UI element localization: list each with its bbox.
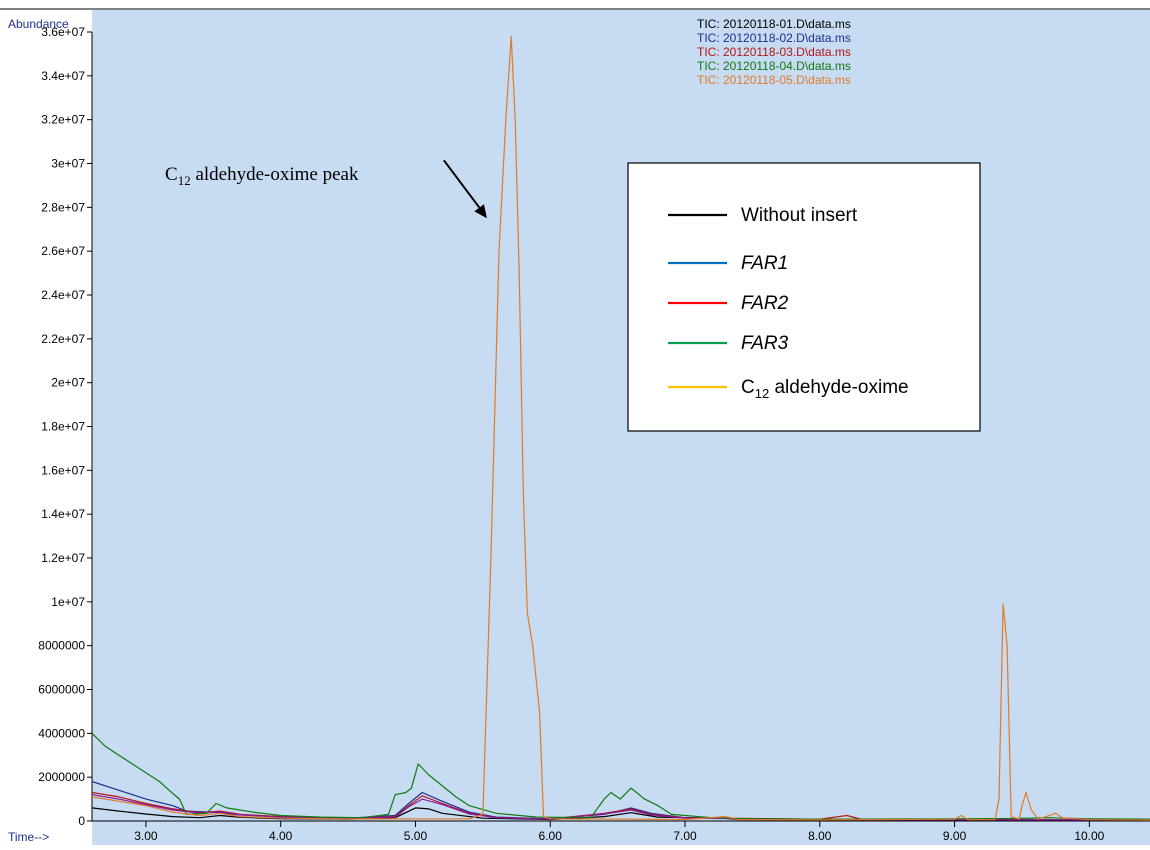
x-ticks: 3.00 4.00 5.00 6.00 7.00 8.00 9.00 10.00 <box>134 821 1105 843</box>
file-label-1: TIC: 20120118-01.D\data.ms <box>697 17 851 31</box>
annotation-arrow-head <box>474 204 487 219</box>
series-line-5 <box>91 732 1150 820</box>
y-tick-label: 3e+07 <box>51 157 85 171</box>
annotation-text: C12 aldehyde-oxime peak <box>165 164 359 188</box>
y-tick-label: 2.8e+07 <box>41 200 85 214</box>
y-tick-label: 2.2e+07 <box>41 332 85 346</box>
y-tick-label: 3.6e+07 <box>41 25 85 39</box>
y-tick-label: 3.2e+07 <box>41 113 85 127</box>
series-line-4 <box>91 794 1150 821</box>
file-label-2: TIC: 20120118-02.D\data.ms <box>697 31 851 45</box>
plot-area <box>92 9 1150 845</box>
y-tick-label: 1.8e+07 <box>41 420 85 434</box>
y-tick-label: 1.6e+07 <box>41 463 85 477</box>
y-tick-label: 1.4e+07 <box>41 507 85 521</box>
legend-label: FAR2 <box>741 293 789 314</box>
legend: Without insert FAR1 FAR2 FAR3 C12 aldehyde-o… <box>627 162 981 432</box>
y-tick-label: 2e+07 <box>51 376 85 390</box>
series-group <box>91 35 1150 821</box>
x-tick-label: 8.00 <box>808 829 832 843</box>
y-tick-label: 1.2e+07 <box>41 551 85 565</box>
annotation-arrow <box>443 159 484 213</box>
file-label-4: TIC: 20120118-04.D\data.ms <box>697 59 851 73</box>
peak-annotation: C12 aldehyde-oxime peak <box>165 159 487 219</box>
y-tick-label: 2000000 <box>38 770 85 784</box>
file-label-5: TIC: 20120118-05.D\data.ms <box>697 73 851 87</box>
x-tick-label: 9.00 <box>943 829 967 843</box>
series-line-6 <box>91 35 1150 821</box>
y-tick-label: 6000000 <box>38 683 85 697</box>
y-ticks: 0 2000000 4000000 6000000 8000000 1e+07 1.2e+0… <box>38 25 92 828</box>
file-label-3: TIC: 20120118-03.D\data.ms <box>697 45 851 59</box>
x-tick-label: 4.00 <box>269 829 293 843</box>
legend-label: FAR1 <box>741 253 788 274</box>
legend-label: FAR3 <box>741 333 789 354</box>
y-tick-label: 2.6e+07 <box>41 244 85 258</box>
y-tick-label: 4000000 <box>38 726 85 740</box>
x-tick-label: 7.00 <box>673 829 697 843</box>
y-tick-label: 1e+07 <box>51 595 85 609</box>
x-axis-title: Time--> <box>8 830 49 844</box>
y-tick-label: 2.4e+07 <box>41 288 85 302</box>
legend-entries: Without insert FAR1 FAR2 FAR3 C12 aldehyde-o… <box>668 205 909 401</box>
x-tick-label: 5.00 <box>404 829 428 843</box>
y-tick-label: 8000000 <box>38 639 85 653</box>
x-tick-label: 10.00 <box>1074 829 1104 843</box>
x-tick-label: 3.00 <box>134 829 158 843</box>
legend-label: C12 aldehyde-oxime <box>741 377 909 401</box>
y-tick-label: 0 <box>78 814 85 828</box>
legend-label: Without insert <box>741 205 858 226</box>
y-axis-title: Abundance <box>8 17 69 31</box>
y-tick-label: 3.4e+07 <box>41 69 85 83</box>
x-tick-label: 6.00 <box>539 829 563 843</box>
